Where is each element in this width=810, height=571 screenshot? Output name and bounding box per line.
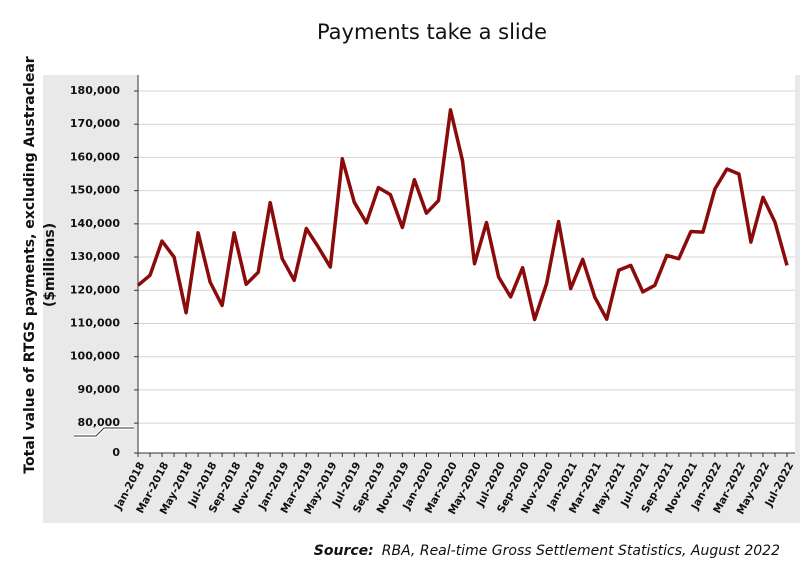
y-tick-label: 0 xyxy=(112,446,120,459)
y-axis-label: Total value of RTGS payments, excluding … xyxy=(22,56,38,473)
axis-break xyxy=(74,427,134,437)
data-line xyxy=(136,108,789,322)
y-tick-label: 130,000 xyxy=(70,250,120,263)
y-tick-label: 170,000 xyxy=(70,117,120,130)
y-tick-label: 110,000 xyxy=(70,316,120,329)
source-note: Source: RBA, Real-time Gross Settlement S… xyxy=(314,543,780,559)
y-tick-label: 80,000 xyxy=(78,416,121,429)
source-text: RBA, Real-time Gross Settlement Statisti… xyxy=(382,543,780,559)
y-tick-label: 150,000 xyxy=(70,184,120,197)
y-tick-label: 180,000 xyxy=(70,84,120,97)
y-axis-label: ($millions) xyxy=(42,223,58,307)
plot-area xyxy=(138,75,795,453)
y-tick-label: 120,000 xyxy=(70,283,120,296)
y-tick-label: 90,000 xyxy=(78,383,121,396)
chart-title: Payments take a slide xyxy=(317,20,547,44)
y-tick-label: 160,000 xyxy=(70,150,120,163)
y-tick-label: 140,000 xyxy=(70,217,120,230)
y-tick-label: 100,000 xyxy=(70,350,120,363)
source-label: Source: xyxy=(314,543,374,559)
